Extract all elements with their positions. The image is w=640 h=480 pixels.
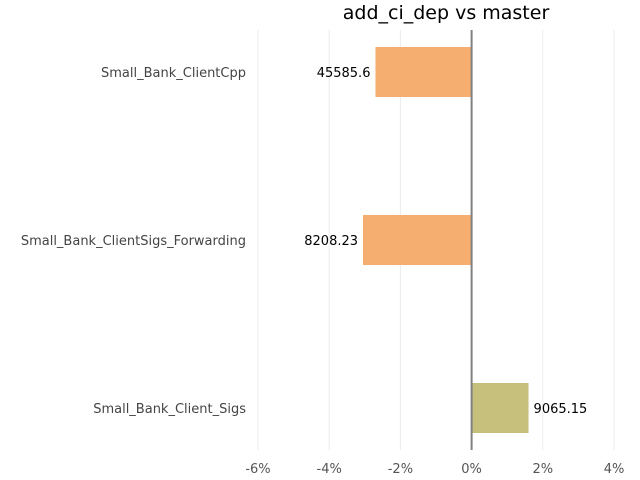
- x-tick-label: 0%: [461, 462, 482, 477]
- data-label: 9065.15: [534, 402, 588, 417]
- bars: [363, 47, 529, 433]
- category-label: Small_Bank_ClientSigs_Forwarding: [21, 234, 246, 249]
- bar: [375, 47, 472, 97]
- x-tick-label: -2%: [388, 462, 413, 477]
- x-tick-label: -4%: [317, 462, 342, 477]
- x-tick-label: 4%: [604, 462, 625, 477]
- data-label: 8208.23: [304, 234, 358, 249]
- x-tick-label: 2%: [532, 462, 553, 477]
- data-label: 45585.6: [317, 66, 371, 81]
- x-tick-label: -6%: [245, 462, 270, 477]
- category-label: Small_Bank_Client_Sigs: [93, 402, 246, 417]
- bar: [363, 215, 472, 265]
- labels: -6% -4% -2% 0% 2% 4% Small_Bank_ClientCpp 45585…: [21, 66, 624, 477]
- bar: [471, 383, 529, 433]
- chart-title: add_ci_dep vs master: [343, 2, 550, 24]
- category-label: Small_Bank_ClientCpp: [101, 66, 246, 81]
